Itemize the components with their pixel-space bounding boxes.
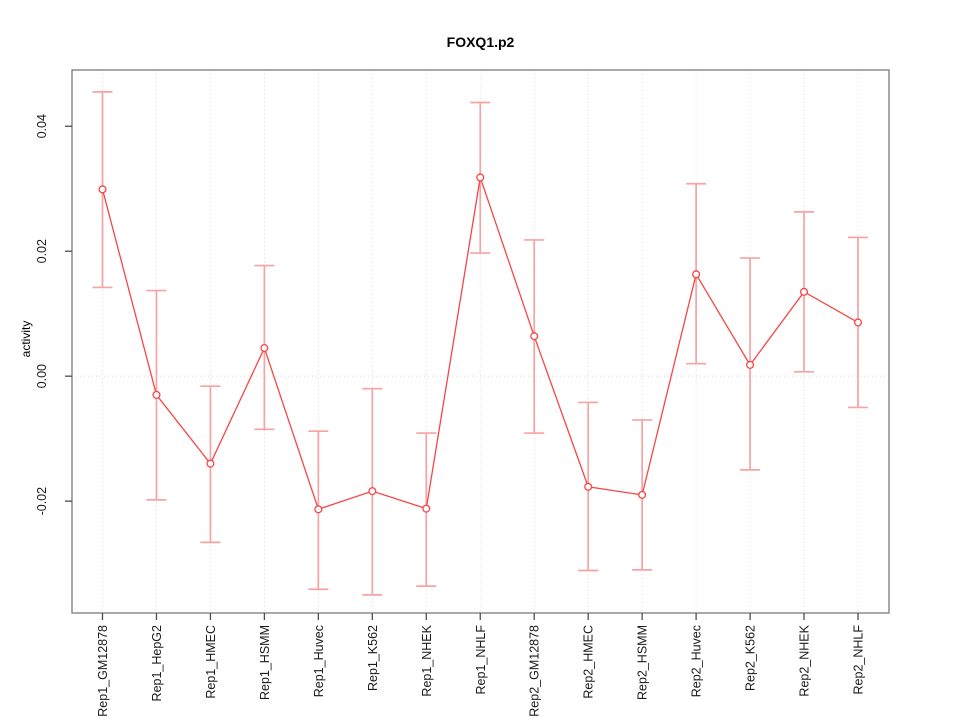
data-point (98, 185, 107, 194)
x-tick-label: Rep1_HSMM (258, 625, 272, 700)
data-point (853, 318, 863, 327)
x-tick-label: Rep1_HepG2 (150, 625, 164, 701)
x-tick-label: Rep1_NHLF (474, 625, 488, 695)
data-point (638, 490, 647, 499)
data-point (206, 459, 215, 468)
chart-title: FOXQ1.p2 (446, 34, 515, 50)
x-tick-label: Rep2_K562 (744, 625, 758, 691)
x-tick-label: Rep2_HSMM (636, 625, 650, 700)
data-point (799, 287, 809, 296)
x-tick-label: Rep1_K562 (366, 625, 380, 691)
x-tick-label: Rep2_Huvec (690, 625, 704, 697)
data-point (314, 505, 323, 514)
y-tick-label: -0.02 (35, 487, 49, 516)
data-point (746, 360, 755, 369)
x-tick-label: Rep2_HMEC (582, 625, 596, 699)
y-tick-label: 0.02 (35, 239, 49, 263)
y-tick-label: 0.00 (35, 364, 49, 388)
x-tick-label: Rep1_GM12878 (96, 625, 110, 717)
x-tick-label: Rep2_GM12878 (528, 625, 542, 717)
data-point (260, 344, 269, 353)
data-point (530, 332, 539, 341)
data-point (368, 487, 377, 496)
data-point (152, 390, 161, 399)
x-tick-label: Rep2_NHLF (852, 625, 866, 695)
x-tick-label: Rep1_Huvec (312, 625, 326, 697)
y-tick-label: 0.04 (35, 114, 49, 138)
data-point (476, 173, 485, 182)
x-tick-label: Rep2_NHEK (798, 624, 812, 696)
data-point (422, 504, 431, 513)
data-point (692, 270, 701, 279)
x-tick-label: Rep1_HMEC (204, 625, 218, 699)
x-tick-label: Rep1_NHEK (420, 624, 434, 696)
data-point (584, 482, 593, 491)
